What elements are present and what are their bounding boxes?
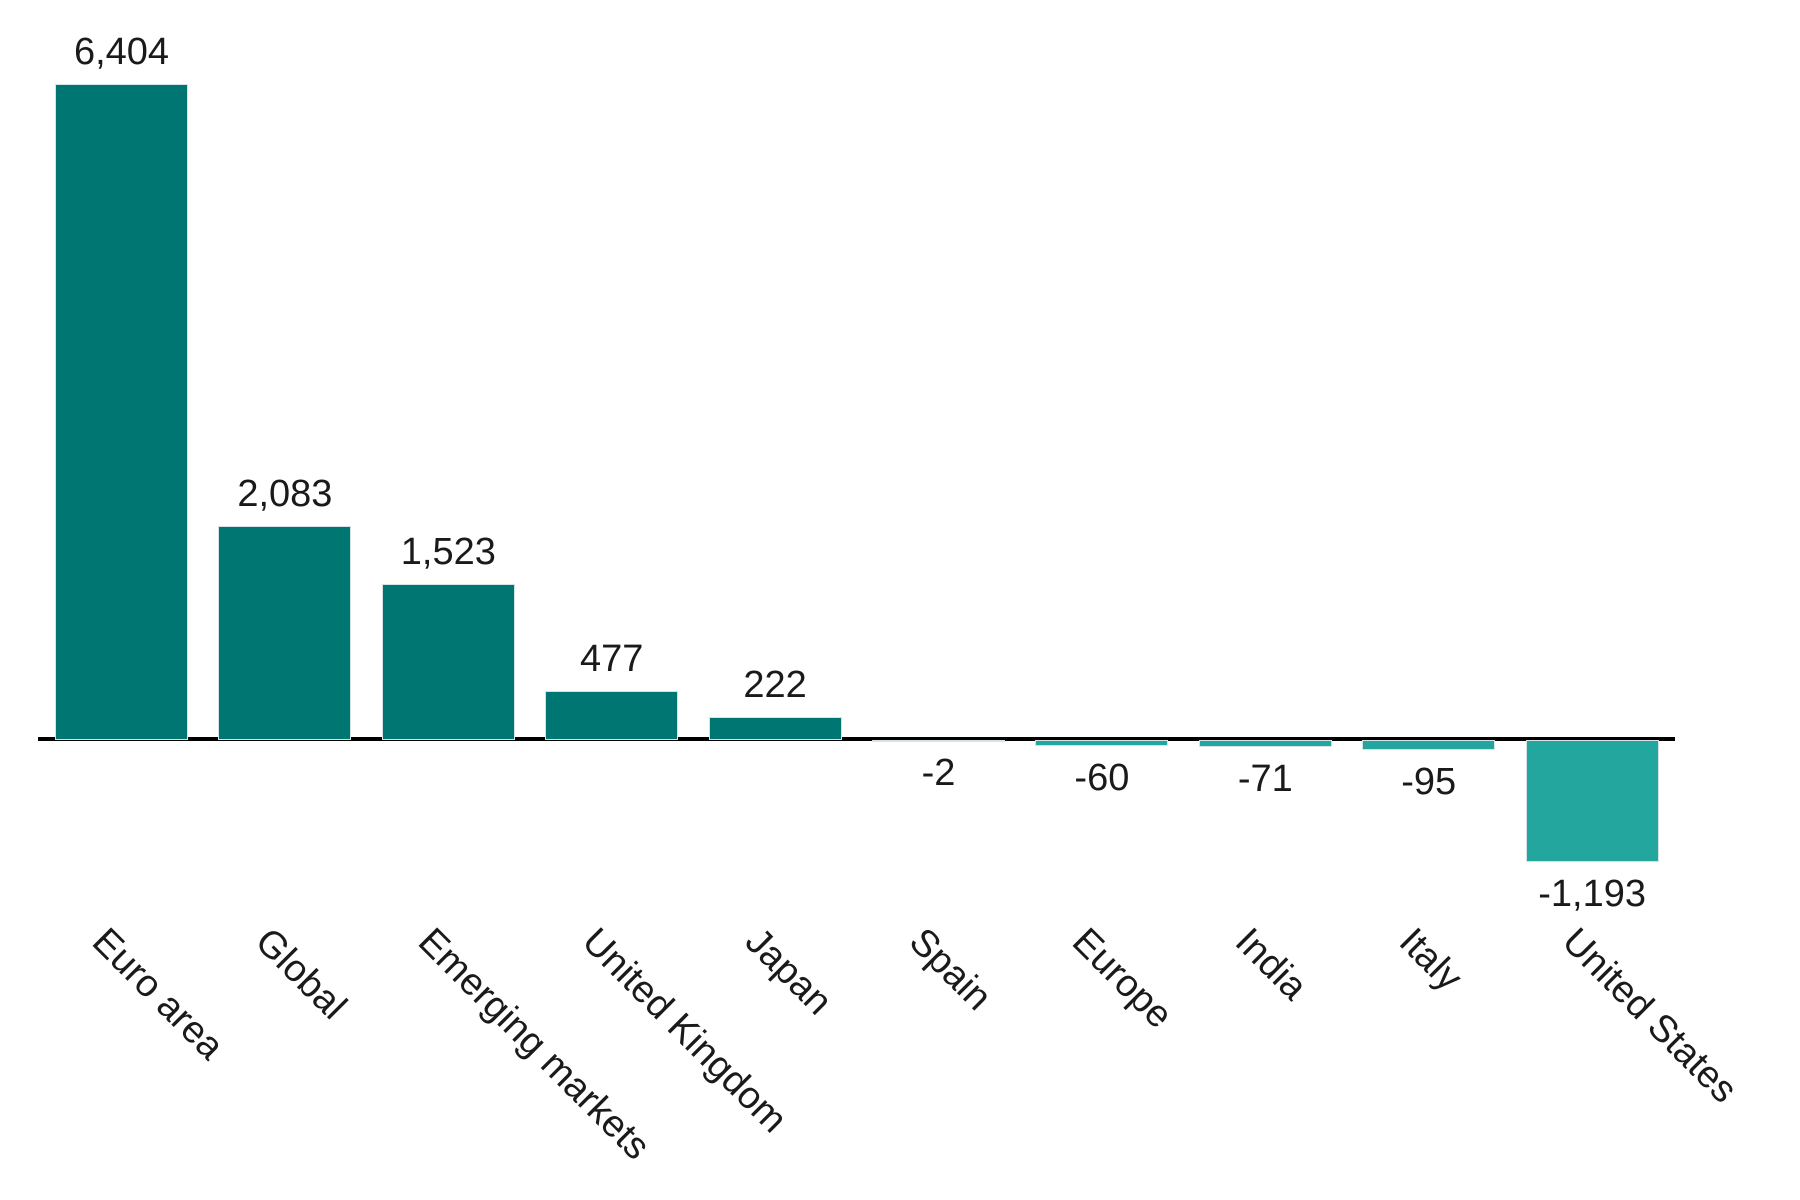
bar-united-kingdom — [545, 691, 679, 740]
category-label-japan: Japan — [737, 920, 841, 1024]
value-label-emerging-markets: 1,523 — [400, 531, 496, 573]
value-label-global: 2,083 — [237, 473, 333, 515]
value-label-united-kingdom: 477 — [579, 638, 644, 680]
bar-emerging-markets — [381, 584, 515, 740]
value-label-europe: -60 — [1074, 757, 1130, 799]
category-label-italy: Italy — [1390, 920, 1470, 1000]
bar-japan — [708, 717, 842, 740]
category-label-europe: Europe — [1063, 920, 1181, 1037]
category-label-spain: Spain — [900, 920, 999, 1019]
category-label-euro-area: Euro area — [83, 920, 232, 1069]
bar-europe — [1035, 740, 1169, 746]
bar-euro-area — [55, 84, 188, 740]
category-label-global: Global — [246, 920, 355, 1028]
value-label-united-states: -1,193 — [1538, 873, 1646, 915]
value-label-india: -71 — [1237, 758, 1293, 800]
bar-united-states — [1525, 740, 1659, 862]
value-label-japan: 222 — [743, 664, 807, 706]
category-label-united-states: United States — [1554, 920, 1746, 1112]
bar-spain — [872, 740, 1005, 742]
bar-global — [218, 526, 352, 740]
category-label-india: India — [1227, 920, 1316, 1009]
x-axis-zero-line — [38, 737, 1675, 741]
bar-italy — [1362, 740, 1496, 750]
value-label-euro-area: 6,404 — [73, 31, 170, 73]
bar-india — [1198, 740, 1332, 747]
value-label-italy: -95 — [1401, 761, 1457, 803]
value-label-spain: -2 — [921, 752, 956, 794]
